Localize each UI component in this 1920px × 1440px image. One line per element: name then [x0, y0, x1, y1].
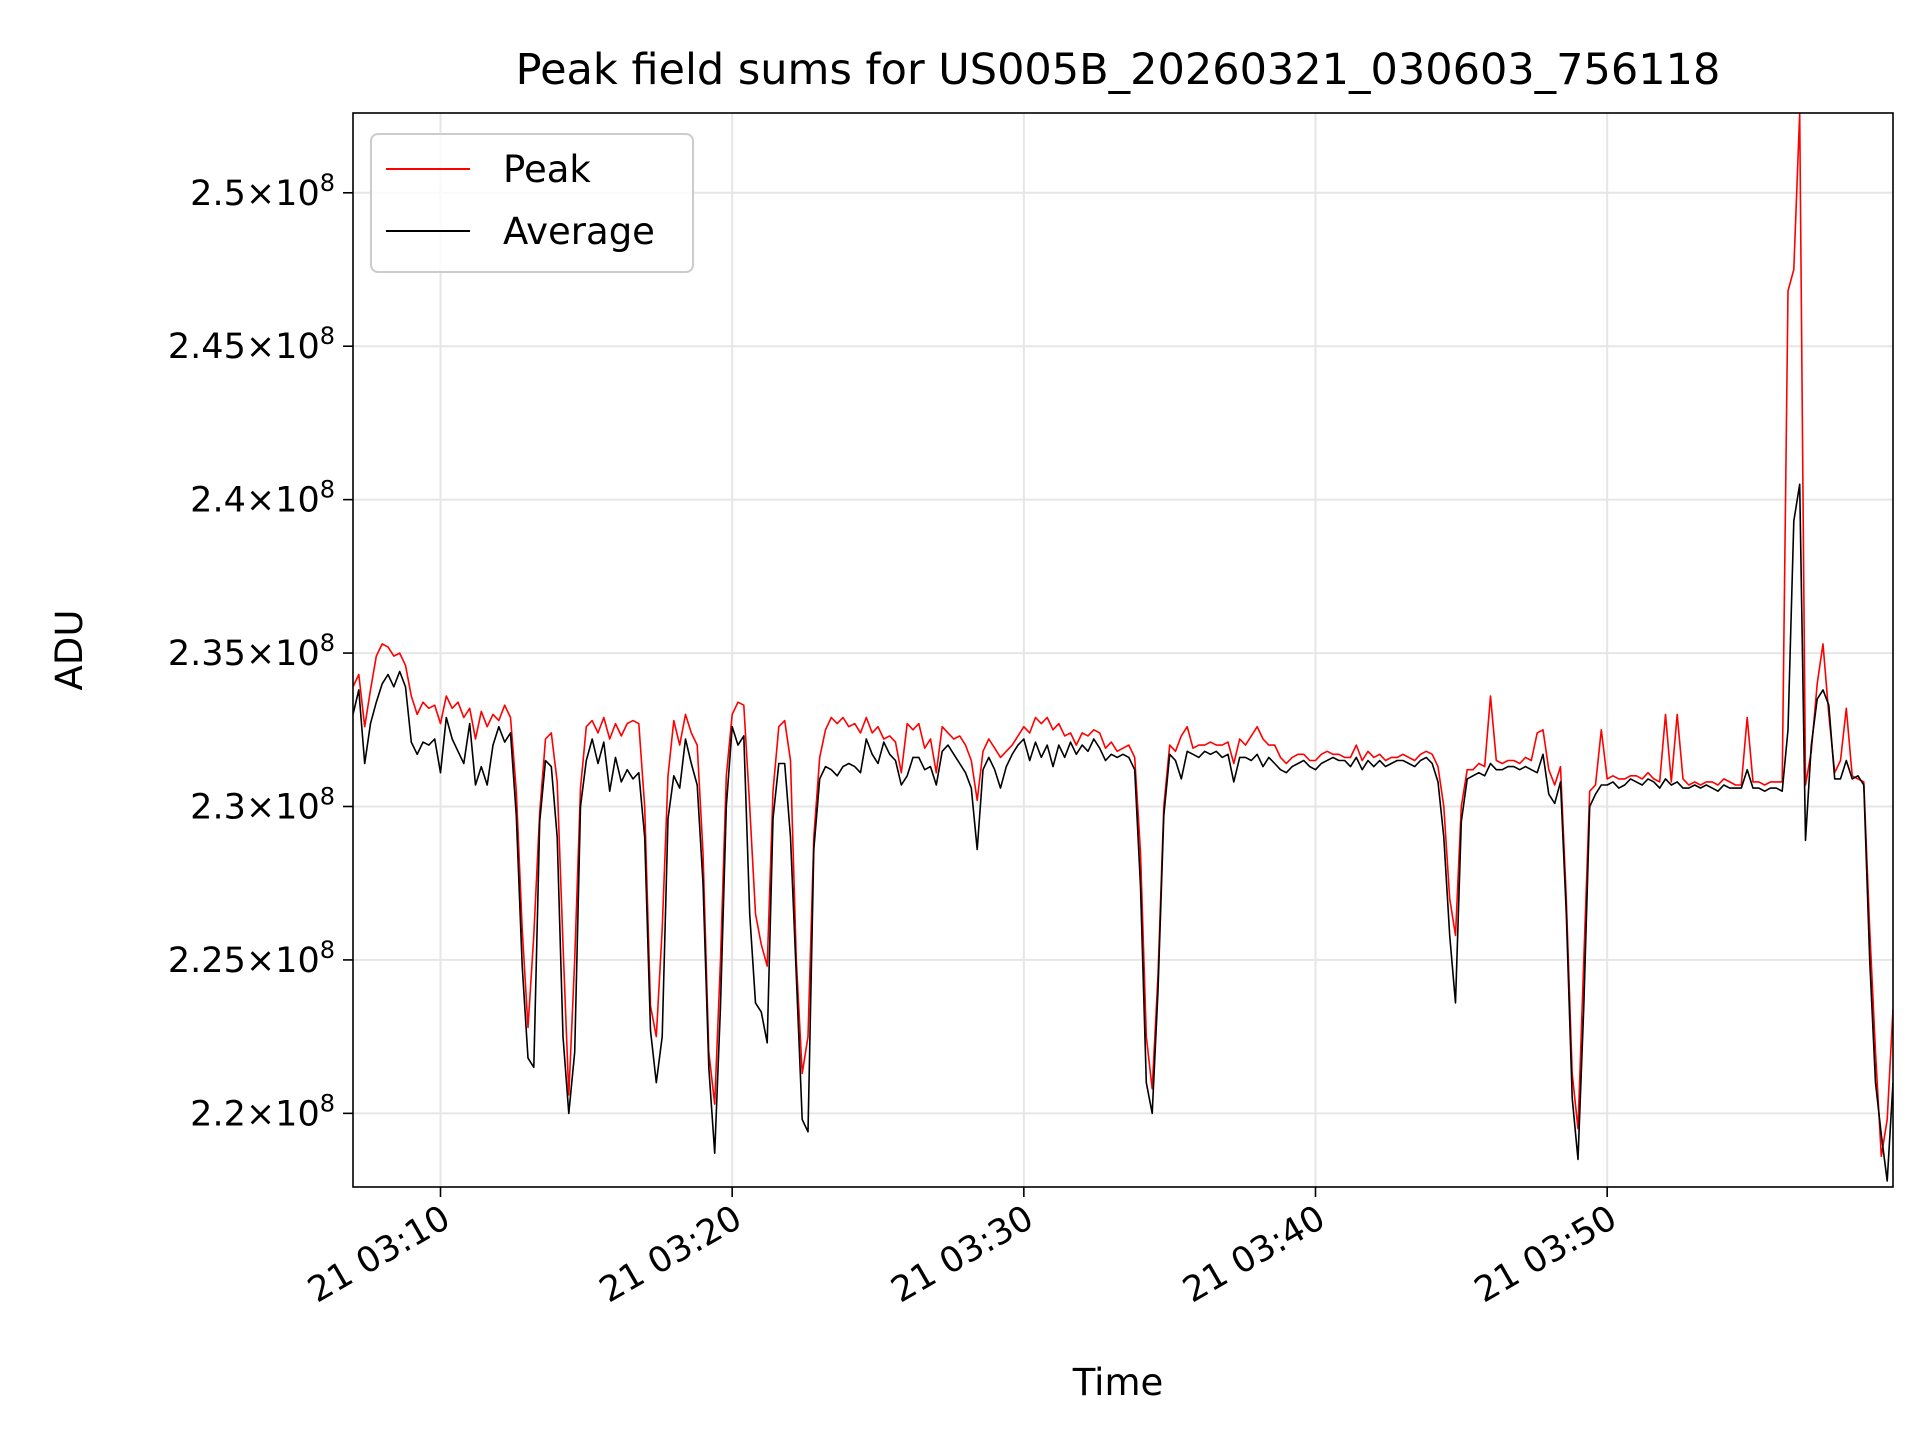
y-tick-label: 2.4×108 — [190, 476, 335, 521]
series-line-peak — [353, 113, 1893, 1158]
y-tick-mantissa: 2.25 — [168, 941, 246, 981]
legend: Peak Average — [370, 133, 694, 273]
y-tick-base: 10 — [275, 634, 320, 674]
y-tick-times: × — [246, 634, 275, 674]
y-tick-mantissa: 2.5 — [190, 174, 246, 214]
series-line-average — [353, 483, 1893, 1182]
y-tick-exponent: 8 — [320, 322, 335, 350]
y-tick-mantissa: 2.3 — [190, 787, 246, 827]
y-tick-times: × — [246, 327, 275, 367]
y-tick-base: 10 — [275, 481, 320, 521]
legend-average-label: Average — [503, 210, 655, 253]
y-tick-exponent: 8 — [320, 629, 335, 657]
legend-peak-label: Peak — [503, 148, 591, 191]
y-axis-label: ADU — [48, 610, 91, 691]
y-tick-times: × — [246, 174, 275, 214]
y-tick-label: 2.35×108 — [168, 629, 335, 674]
y-tick-label: 2.5×108 — [190, 169, 335, 214]
y-tick-mantissa: 2.2 — [190, 1094, 246, 1134]
y-tick-mantissa: 2.45 — [168, 327, 246, 367]
plot-frame — [352, 112, 1894, 1188]
series-group — [353, 113, 1893, 1182]
y-tick-times: × — [246, 941, 275, 981]
y-tick-label: 2.45×108 — [168, 322, 335, 367]
y-tick-base: 10 — [275, 327, 320, 367]
y-tick-times: × — [246, 481, 275, 521]
y-axis: 2.2×1082.25×1082.3×1082.35×1082.4×1082.4… — [168, 169, 353, 1134]
y-tick-mantissa: 2.4 — [190, 481, 246, 521]
y-tick-times: × — [246, 1094, 275, 1134]
y-tick-label: 2.25×108 — [168, 936, 335, 981]
y-tick-label: 2.2×108 — [190, 1089, 335, 1134]
y-tick-exponent: 8 — [320, 936, 335, 964]
y-tick-base: 10 — [275, 787, 320, 827]
y-tick-exponent: 8 — [320, 782, 335, 810]
y-tick-mantissa: 2.35 — [168, 634, 246, 674]
y-tick-base: 10 — [275, 1094, 320, 1134]
x-axis-label: Time — [1072, 1361, 1164, 1404]
chart-title: Peak field sums for US005B_20260321_0306… — [516, 45, 1721, 95]
y-tick-times: × — [246, 787, 275, 827]
y-tick-base: 10 — [275, 174, 320, 214]
y-tick-exponent: 8 — [320, 1089, 335, 1117]
y-tick-base: 10 — [275, 941, 320, 981]
y-tick-label: 2.3×108 — [190, 782, 335, 827]
y-tick-exponent: 8 — [320, 169, 335, 197]
y-tick-exponent: 8 — [320, 476, 335, 504]
